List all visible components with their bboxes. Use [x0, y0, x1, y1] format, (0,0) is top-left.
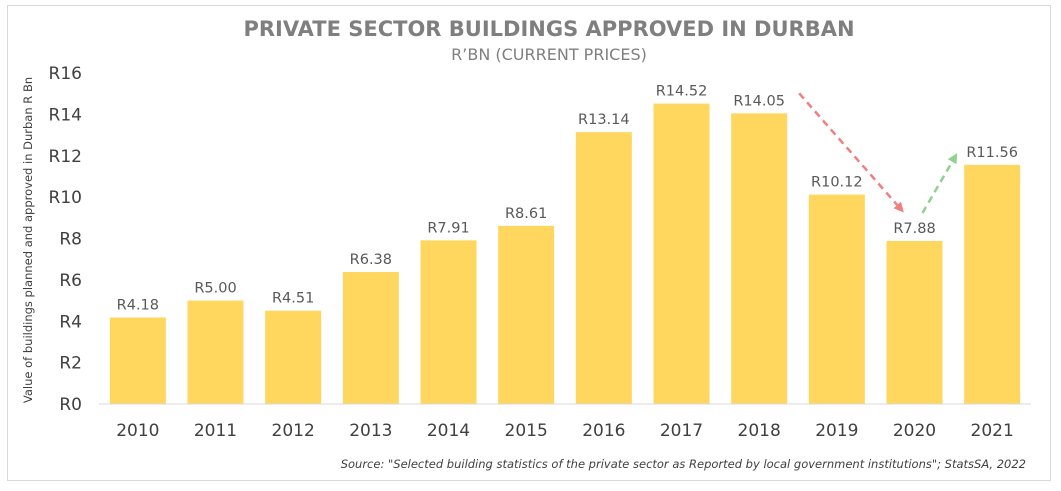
data-label-2019: R10.12	[811, 175, 863, 191]
data-label-2021: R11.56	[966, 145, 1018, 161]
x-tick-label: 2019	[815, 421, 858, 441]
bar-2019	[808, 194, 865, 404]
bar-2013	[342, 272, 399, 404]
bar-2017	[653, 103, 710, 405]
y-axis-ticks: R0 R2 R4 R6 R8 R10 R12 R14 R16	[49, 64, 82, 415]
data-label-2014: R7.91	[427, 220, 469, 236]
bar-2014	[420, 240, 477, 404]
y-tick-label: R4	[59, 312, 82, 332]
bar-2021	[964, 164, 1021, 404]
x-tick-label: 2016	[582, 421, 625, 441]
x-tick-label: 2014	[427, 421, 470, 441]
x-tick-label: 2011	[194, 421, 237, 441]
x-tick-label: 2021	[971, 421, 1014, 441]
x-tick-label: 2013	[349, 421, 392, 441]
data-label-2010: R4.18	[117, 298, 159, 314]
y-tick-label: R8	[59, 230, 82, 250]
y-tick-label: R0	[59, 395, 82, 415]
data-label-2011: R5.00	[194, 281, 236, 297]
y-tick-label: R2	[59, 354, 82, 374]
y-tick-label: R6	[59, 271, 82, 291]
y-axis-label: Value of buildings planned and approved …	[21, 77, 35, 403]
recovery-arrow	[921, 153, 958, 214]
data-label-2020: R7.88	[893, 221, 935, 237]
data-label-2013: R6.38	[350, 252, 392, 268]
x-tick-label: 2010	[116, 421, 159, 441]
chart-subtitle: R’BN (CURRENT PRICES)	[451, 45, 647, 64]
x-axis-ticks: 2010 2011 2012 2013 2014 2015 2016 2017 2018 2019…	[116, 421, 1014, 441]
bar-2018	[731, 113, 788, 404]
bar-2015	[498, 225, 555, 404]
x-tick-label: 2017	[660, 421, 703, 441]
x-tick-label: 2018	[738, 421, 781, 441]
bars	[109, 103, 1021, 405]
chart-title: PRIVATE SECTOR BUILDINGS APPROVED IN DUR…	[243, 17, 854, 41]
data-label-2015: R8.61	[505, 206, 547, 222]
data-label-2018: R14.05	[733, 93, 785, 109]
data-labels: R4.18 R5.00 R4.51 R6.38 R7.91 R8.61 R13.14 R14.…	[117, 84, 1018, 314]
y-tick-label: R14	[49, 105, 82, 125]
bar-2011	[187, 300, 244, 404]
source-note: Source: "Selected building statistics of…	[341, 457, 1026, 471]
trend-arrows	[798, 92, 958, 214]
x-tick-label: 2015	[505, 421, 548, 441]
decline-arrow	[798, 92, 904, 213]
data-label-2016: R13.14	[578, 112, 630, 128]
y-tick-label: R12	[49, 147, 82, 167]
bar-2020	[886, 240, 943, 404]
data-label-2017: R14.52	[656, 84, 708, 100]
bar-2016	[575, 132, 632, 404]
bar-2010	[109, 317, 166, 404]
x-tick-label: 2020	[893, 421, 936, 441]
bar-2012	[265, 310, 322, 404]
y-tick-label: R10	[49, 188, 82, 208]
x-tick-label: 2012	[272, 421, 315, 441]
data-label-2012: R4.51	[272, 291, 314, 307]
y-tick-label: R16	[49, 64, 82, 84]
